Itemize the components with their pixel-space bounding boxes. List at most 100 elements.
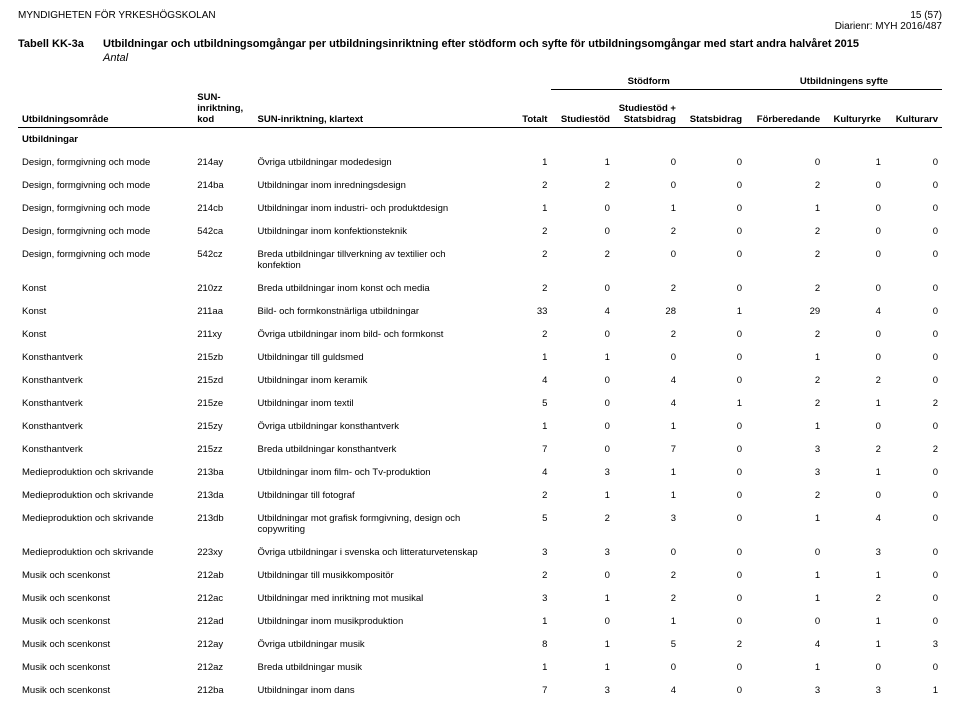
cell-value: 1 [494,346,551,369]
col-ss-l1: Studiestöd + [619,103,676,114]
col-kulturarv: Kulturarv [885,90,942,128]
cell-area: Design, formgivning och mode [18,174,193,197]
table-label: Tabell KK-3a [18,38,103,50]
cell-value: 2 [746,243,824,277]
cell-area: Musik och scenkonst [18,679,193,702]
cell-value: 0 [746,610,824,633]
table-row: Design, formgivning och mode542czBreda u… [18,243,942,277]
cell-area: Musik och scenkonst [18,633,193,656]
cell-klartext: Övriga utbildningar musik [254,633,495,656]
col-group-stodform: Stödform [551,74,746,90]
cell-kod: 213da [193,484,253,507]
cell-area: Konsthantverk [18,369,193,392]
cell-value: 2 [551,174,614,197]
cell-value: 2 [494,243,551,277]
cell-value: 0 [885,243,942,277]
cell-value: 2 [746,484,824,507]
cell-value: 0 [885,369,942,392]
cell-value: 0 [824,656,885,679]
cell-value: 1 [494,197,551,220]
cell-value: 1 [746,197,824,220]
cell-kod: 212ay [193,633,253,656]
table-row: Konst211aaBild- och formkonstnärliga utb… [18,300,942,323]
cell-klartext: Utbildningar till guldsmed [254,346,495,369]
cell-value: 0 [680,151,746,174]
diarienr-value: MYH 2016/487 [875,21,942,32]
cell-kod: 223xy [193,541,253,564]
cell-value: 0 [680,541,746,564]
cell-value: 0 [614,346,680,369]
cell-area: Design, formgivning och mode [18,220,193,243]
cell-value: 0 [824,174,885,197]
cell-value: 7 [494,679,551,702]
cell-value: 3 [551,461,614,484]
cell-klartext: Utbildningar mot grafisk formgivning, de… [254,507,495,541]
cell-value: 0 [824,323,885,346]
cell-value: 0 [551,369,614,392]
cell-kod: 213db [193,507,253,541]
cell-value: 1 [746,564,824,587]
cell-area: Musik och scenkonst [18,610,193,633]
cell-value: 2 [614,323,680,346]
cell-klartext: Breda utbildningar konsthantverk [254,438,495,461]
cell-area: Medieproduktion och skrivande [18,507,193,541]
table-row: Musik och scenkonst212ayÖvriga utbildnin… [18,633,942,656]
cell-value: 28 [614,300,680,323]
cell-value: 4 [824,300,885,323]
cell-klartext: Utbildningar inom keramik [254,369,495,392]
cell-value: 2 [614,564,680,587]
cell-value: 1 [614,197,680,220]
cell-area: Medieproduktion och skrivande [18,484,193,507]
cell-area: Medieproduktion och skrivande [18,461,193,484]
cell-kod: 214ay [193,151,253,174]
cell-value: 0 [680,415,746,438]
cell-value: 2 [746,323,824,346]
cell-area: Medieproduktion och skrivande [18,541,193,564]
cell-kod: 212ad [193,610,253,633]
cell-value: 2 [551,243,614,277]
cell-kod: 214cb [193,197,253,220]
table-subtitle: Antal [103,52,942,64]
page-number: 15 (57) [835,10,942,21]
cell-value: 7 [494,438,551,461]
cell-value: 0 [614,656,680,679]
cell-value: 0 [746,151,824,174]
cell-value: 0 [680,174,746,197]
cell-value: 8 [494,633,551,656]
cell-area: Konst [18,323,193,346]
cell-value: 5 [494,392,551,415]
cell-value: 0 [680,197,746,220]
cell-klartext: Övriga utbildningar konsthantverk [254,415,495,438]
table-row: Medieproduktion och skrivande213baUtbild… [18,461,942,484]
cell-value: 1 [551,656,614,679]
cell-value: 0 [885,415,942,438]
col-studiestod-stats: Studiestöd + Statsbidrag [614,90,680,128]
cell-klartext: Bild- och formkonstnärliga utbildningar [254,300,495,323]
cell-klartext: Breda utbildningar tillverkning av texti… [254,243,495,277]
cell-klartext: Utbildningar inom konfektionsteknik [254,220,495,243]
col-statsbidrag: Statsbidrag [680,90,746,128]
cell-value: 0 [551,197,614,220]
cell-value: 0 [885,346,942,369]
cell-kod: 212az [193,656,253,679]
cell-value: 3 [551,679,614,702]
cell-value: 2 [680,633,746,656]
cell-value: 0 [680,438,746,461]
table-row: Konsthantverk215zbUtbildningar till guld… [18,346,942,369]
cell-value: 0 [551,220,614,243]
cell-value: 0 [885,610,942,633]
cell-value: 1 [824,461,885,484]
cell-klartext: Breda utbildningar musik [254,656,495,679]
table-row: Design, formgivning och mode542caUtbildn… [18,220,942,243]
cell-value: 0 [885,277,942,300]
cell-klartext: Övriga utbildningar inom bild- och formk… [254,323,495,346]
cell-value: 2 [614,220,680,243]
cell-value: 0 [551,323,614,346]
cell-value: 4 [494,369,551,392]
cell-value: 2 [824,587,885,610]
cell-value: 0 [680,656,746,679]
cell-value: 2 [494,323,551,346]
cell-value: 3 [746,461,824,484]
cell-value: 2 [746,277,824,300]
cell-value: 1 [824,151,885,174]
